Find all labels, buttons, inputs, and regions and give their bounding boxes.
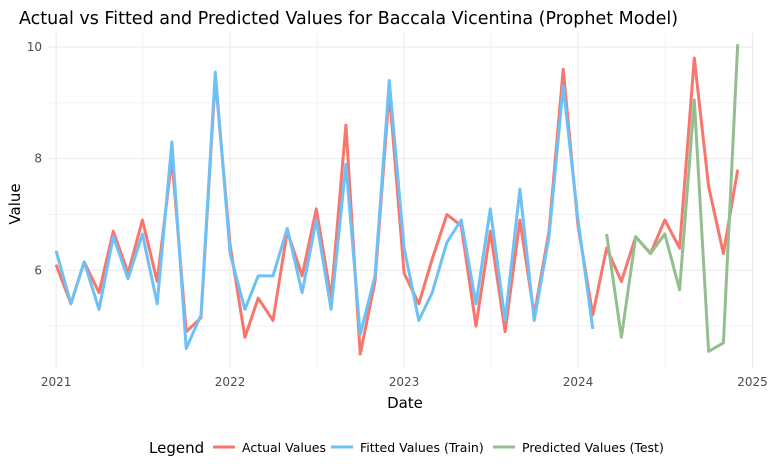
x-tick-label: 2024 xyxy=(563,375,594,389)
chart-title: Actual vs Fitted and Predicted Values fo… xyxy=(19,9,678,29)
series-line-3 xyxy=(605,44,740,353)
x-tick-label: 2025 xyxy=(737,375,768,389)
legend-label-3: Predicted Values (Test) xyxy=(522,440,664,455)
x-tick-label: 2022 xyxy=(215,375,246,389)
series-line-2 xyxy=(54,70,595,350)
y-tick-label: 8 xyxy=(34,152,42,166)
legend-label-1: Actual Values xyxy=(242,440,326,455)
legend-label-2: Fitted Values (Train) xyxy=(360,440,484,455)
y-tick-label: 10 xyxy=(27,40,42,54)
x-axis-title: Date xyxy=(387,394,423,412)
grid xyxy=(48,33,754,368)
y-axis-ticks: 6 8 10 xyxy=(27,40,42,277)
y-tick-label: 6 xyxy=(34,263,42,277)
legend-title: Legend xyxy=(149,439,204,457)
x-axis-ticks: 2021 2022 2023 2024 2025 xyxy=(41,375,768,389)
legend: Legend Actual Values Fitted Values (Train… xyxy=(149,439,664,457)
series-lines xyxy=(54,44,740,356)
x-tick-label: 2023 xyxy=(389,375,420,389)
x-tick-label: 2021 xyxy=(41,375,72,389)
y-axis-title: Value xyxy=(6,183,24,224)
